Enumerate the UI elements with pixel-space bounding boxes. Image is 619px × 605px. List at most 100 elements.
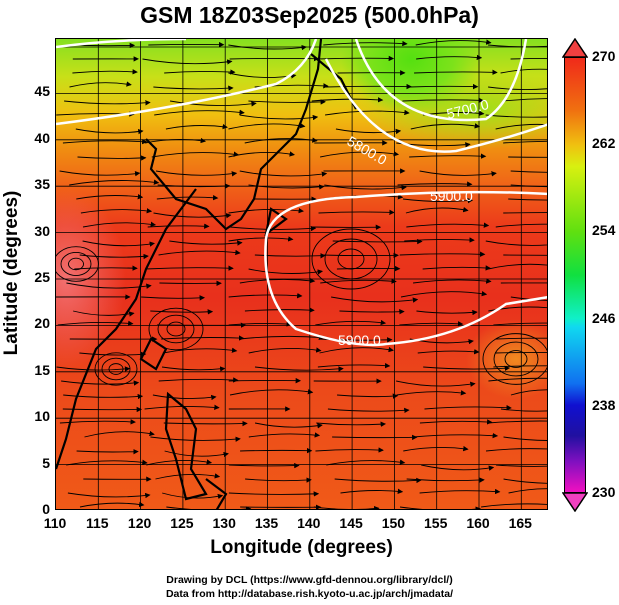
streamline: [315, 447, 384, 453]
x-tick-label: 110: [43, 515, 67, 531]
streamline: [155, 170, 238, 177]
circulation-streamline: [324, 238, 378, 280]
streamline: [510, 184, 547, 188]
streamline: [69, 81, 132, 88]
streamline: [326, 459, 406, 466]
circulation-streamline: [337, 248, 365, 270]
streamline: [228, 377, 302, 384]
streamline: [228, 151, 295, 158]
streamline: [79, 253, 149, 260]
circulation-streamline: [311, 228, 391, 290]
streamline: [495, 123, 547, 130]
streamline: [228, 462, 300, 469]
streamline: [239, 277, 316, 284]
circulation-streamline: [504, 350, 528, 368]
map-plot-area: 5700.0 5800.0 5900.0 5900.0: [55, 38, 548, 510]
streamline: [503, 436, 547, 441]
streamline: [64, 100, 151, 106]
coastline: [56, 39, 357, 509]
streamline: [496, 464, 547, 467]
streamline: [500, 68, 547, 74]
streamline: [77, 155, 147, 161]
streamline: [404, 237, 475, 243]
streamline: [158, 377, 239, 383]
streamline: [323, 40, 408, 47]
streamline: [485, 240, 547, 246]
streamline: [228, 491, 320, 497]
streamline: [151, 151, 240, 158]
streamline: [311, 97, 384, 103]
streamline: [417, 349, 480, 355]
streamline: [399, 321, 464, 327]
streamline: [325, 109, 410, 116]
streamline: [510, 170, 547, 173]
streamline: [318, 337, 393, 343]
contour-label: 5800.0: [345, 133, 390, 168]
circulation-streamline: [60, 252, 92, 276]
streamline: [228, 207, 304, 214]
contour-label: 5900.0: [338, 332, 381, 348]
circulation-streamline: [56, 246, 99, 282]
streamline: [495, 337, 547, 340]
streamline: [72, 69, 138, 75]
streamline: [61, 380, 140, 386]
streamline: [69, 179, 160, 186]
streamline: [335, 128, 402, 135]
streamline: [412, 432, 499, 439]
circulation-streamline: [68, 257, 84, 271]
streamline: [416, 309, 478, 316]
streamline: [169, 100, 257, 107]
credit-drawing: Drawing by DCL (https://www.gfd-dennou.o…: [166, 574, 453, 586]
streamline: [495, 223, 547, 228]
streamline: [481, 503, 547, 508]
y-tick-label: 15: [34, 361, 50, 378]
y-tick-label: 40: [34, 129, 50, 146]
streamline: [396, 390, 467, 396]
streamline: [503, 98, 547, 102]
streamline: [84, 430, 155, 438]
streamline: [508, 488, 547, 494]
colorbar-tick-label: 246: [592, 309, 616, 326]
streamline: [396, 380, 476, 387]
streamline: [423, 365, 511, 371]
streamline: [339, 308, 405, 315]
streamline: [153, 212, 232, 219]
circulation-streamline: [101, 357, 131, 381]
streamline: [402, 197, 474, 204]
streamline: [320, 278, 397, 284]
streamline: [57, 320, 134, 327]
streamline: [503, 140, 547, 144]
streamline: [76, 448, 139, 455]
streamline: [245, 477, 312, 483]
y-tick-label: 45: [34, 83, 50, 100]
streamline: [419, 488, 501, 495]
streamline: [80, 208, 153, 214]
streamline: [495, 351, 547, 354]
streamline: [163, 420, 248, 427]
streamline: [325, 83, 412, 90]
streamline: [158, 249, 241, 256]
x-tick-label: 125: [170, 515, 194, 531]
streamline: [59, 170, 141, 177]
colorbar-tick-label: 270: [592, 48, 616, 64]
streamline: [340, 488, 404, 494]
streamline: [161, 366, 226, 372]
streamline: [248, 347, 322, 354]
streamline: [421, 464, 495, 471]
contour-line: [56, 39, 318, 126]
plot-title: GSM 18Z03Sep2025 (500.0hPa): [140, 2, 479, 28]
streamline: [413, 278, 492, 284]
circulation-streamline: [166, 321, 186, 337]
y-tick-label: 35: [34, 176, 50, 193]
streamline: [402, 97, 484, 103]
streamline: [318, 209, 395, 216]
streamline: [79, 501, 145, 508]
streamline: [164, 69, 236, 75]
circulation-streamline: [482, 333, 547, 385]
streamline: [147, 223, 210, 229]
streamline: [414, 69, 498, 76]
streamline: [67, 492, 151, 499]
streamline: [169, 240, 243, 246]
y-tick-label: 5: [42, 454, 50, 471]
